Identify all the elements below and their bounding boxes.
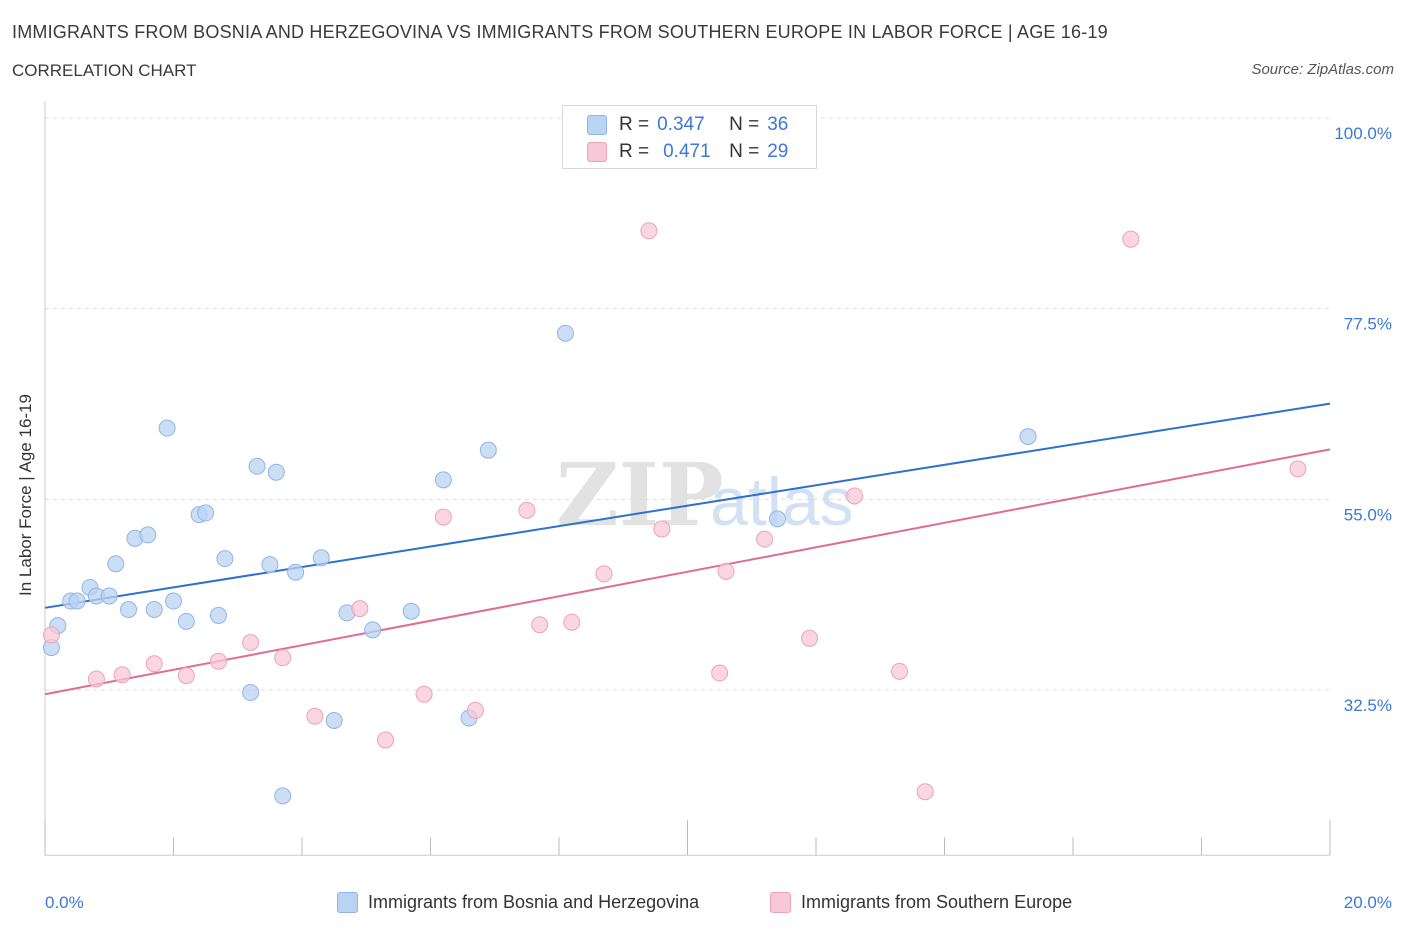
legend-n-label: N = xyxy=(729,141,760,162)
grid xyxy=(45,117,1330,691)
point-bosnia xyxy=(100,587,118,605)
axes xyxy=(44,101,1331,856)
point-bosnia xyxy=(261,556,279,574)
bottom-legend-bosnia: Immigrants from Bosnia and Herzegovina xyxy=(337,889,699,915)
point-bosnia xyxy=(158,419,176,437)
bottom-legend-label: Immigrants from Bosnia and Herzegovina xyxy=(368,891,700,912)
point-southern-europe xyxy=(177,667,195,685)
point-southern-europe xyxy=(595,565,613,583)
point-bosnia xyxy=(177,612,195,630)
watermark: ZIP atlas xyxy=(556,445,854,546)
legend-r-value: 0.347 xyxy=(657,114,705,135)
point-southern-europe xyxy=(434,508,452,526)
bottom-legend-southern-europe: Immigrants from Southern Europe xyxy=(770,889,1072,915)
bottom-legend-swatch-pink xyxy=(770,891,791,913)
point-southern-europe xyxy=(563,613,581,631)
point-bosnia xyxy=(1019,428,1037,446)
legend-r-label: R = xyxy=(619,141,650,162)
watermark-zip: ZIP xyxy=(556,445,724,546)
point-bosnia xyxy=(267,463,285,481)
point-bosnia xyxy=(364,621,382,639)
point-bosnia xyxy=(120,600,138,618)
point-bosnia xyxy=(434,471,452,489)
point-southern-europe xyxy=(711,664,729,682)
point-southern-europe xyxy=(916,783,934,801)
point-southern-europe xyxy=(1289,460,1307,478)
bottom-legend-label: Immigrants from Southern Europe xyxy=(801,891,1073,912)
chart-subtitle: CORRELATION CHART xyxy=(12,61,197,80)
point-bosnia xyxy=(479,441,497,459)
point-southern-europe xyxy=(891,662,909,680)
point-southern-europe xyxy=(209,652,227,670)
point-southern-europe xyxy=(87,670,105,688)
point-bosnia xyxy=(145,600,163,618)
point-bosnia xyxy=(325,712,343,730)
chart-title: IMMIGRANTS FROM BOSNIA AND HERZEGOVINA V… xyxy=(12,22,1108,42)
legend-r-label: R = xyxy=(619,114,650,135)
point-bosnia xyxy=(216,550,234,568)
point-bosnia xyxy=(312,549,330,567)
point-bosnia xyxy=(165,592,182,610)
point-southern-europe xyxy=(756,530,774,548)
point-bosnia xyxy=(107,555,125,573)
point-southern-europe xyxy=(801,629,819,647)
legend-n-value: 36 xyxy=(767,114,789,135)
legend-swatch-blue xyxy=(587,115,607,135)
point-southern-europe xyxy=(377,731,395,749)
point-southern-europe xyxy=(653,520,671,538)
y-tick-label: 55.0% xyxy=(1344,505,1392,524)
trendline-southern-europe xyxy=(44,448,1331,696)
y-tick-label: 77.5% xyxy=(1344,315,1392,334)
x-tick-label-min: 0.0% xyxy=(45,893,84,912)
legend-n-value: 29 xyxy=(767,141,789,162)
point-southern-europe xyxy=(531,616,549,634)
legend-row-bosnia: R = 0.347 N = 36 xyxy=(587,113,788,137)
legend-r-value: 0.471 xyxy=(663,141,711,162)
point-southern-europe xyxy=(518,501,536,519)
point-southern-europe xyxy=(640,222,658,240)
point-bosnia xyxy=(139,526,157,544)
point-bosnia xyxy=(68,592,86,610)
stats-legend: R = 0.347 N = 36 R = 0.471 N = 29 xyxy=(562,105,817,169)
point-bosnia xyxy=(197,504,215,522)
point-bosnia xyxy=(287,563,305,581)
y-tick-label: 32.5% xyxy=(1344,696,1392,715)
point-southern-europe xyxy=(242,634,260,652)
legend-row-southern-europe: R = 0.471 N = 29 xyxy=(587,140,788,164)
point-bosnia xyxy=(209,606,227,624)
data-points xyxy=(42,222,1307,805)
watermark-atlas: atlas xyxy=(710,464,854,540)
legend-n-label: N = xyxy=(729,114,760,135)
trendline-bosnia xyxy=(44,402,1331,609)
point-southern-europe xyxy=(846,487,864,505)
x-tick-label-max: 20.0% xyxy=(1344,893,1392,912)
source-credit: Source: ZipAtlas.com xyxy=(1251,61,1394,78)
point-bosnia xyxy=(402,602,420,620)
point-southern-europe xyxy=(415,685,433,703)
point-bosnia xyxy=(248,457,266,475)
point-southern-europe xyxy=(1122,230,1140,248)
point-bosnia xyxy=(556,324,574,342)
point-southern-europe xyxy=(274,649,292,667)
point-southern-europe xyxy=(42,626,60,644)
tick-labels: 32.5% 55.0% 77.5% 100.0% 0.0% 20.0% xyxy=(45,124,1392,912)
point-bosnia xyxy=(274,787,292,805)
point-southern-europe xyxy=(351,600,369,618)
y-tick-label: 100.0% xyxy=(1334,124,1392,143)
point-southern-europe xyxy=(145,655,163,673)
point-southern-europe xyxy=(466,701,484,719)
point-bosnia xyxy=(242,684,260,702)
point-southern-europe xyxy=(306,707,324,725)
legend-swatch-pink xyxy=(587,142,607,162)
bottom-legend-swatch-blue xyxy=(337,891,358,913)
point-southern-europe xyxy=(717,562,735,580)
point-southern-europe xyxy=(113,666,131,684)
trend-lines xyxy=(44,402,1331,696)
point-bosnia xyxy=(768,510,786,528)
